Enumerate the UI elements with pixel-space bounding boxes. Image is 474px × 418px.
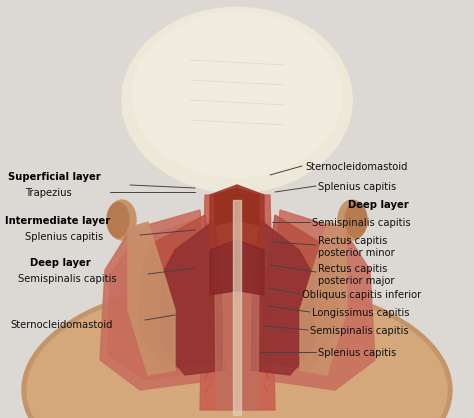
Polygon shape xyxy=(215,188,237,225)
Text: Intermediate layer: Intermediate layer xyxy=(5,216,110,226)
Polygon shape xyxy=(265,210,375,390)
Text: Sternocleidomastoid: Sternocleidomastoid xyxy=(305,162,408,172)
Text: Splenius capitis: Splenius capitis xyxy=(318,348,396,358)
Text: Rectus capitis
posterior major: Rectus capitis posterior major xyxy=(318,264,394,285)
Ellipse shape xyxy=(122,8,352,193)
Polygon shape xyxy=(234,240,264,295)
Text: Splenius capitis: Splenius capitis xyxy=(25,232,103,242)
Polygon shape xyxy=(215,250,225,410)
Ellipse shape xyxy=(27,285,447,418)
Ellipse shape xyxy=(338,200,366,240)
Text: Rectus capitis
posterior minor: Rectus capitis posterior minor xyxy=(318,236,395,257)
Polygon shape xyxy=(160,220,225,375)
Polygon shape xyxy=(260,215,337,370)
Polygon shape xyxy=(237,185,264,250)
Polygon shape xyxy=(210,185,237,250)
Ellipse shape xyxy=(107,202,129,237)
Polygon shape xyxy=(249,250,259,410)
Text: Sternocleidomastoid: Sternocleidomastoid xyxy=(10,320,112,330)
Polygon shape xyxy=(128,222,175,375)
Text: Deep layer: Deep layer xyxy=(348,200,409,210)
Polygon shape xyxy=(100,210,215,390)
Text: Semispinalis capitis: Semispinalis capitis xyxy=(310,326,409,336)
Text: Trapezius: Trapezius xyxy=(25,188,72,198)
Ellipse shape xyxy=(22,280,452,418)
Ellipse shape xyxy=(345,202,367,237)
Text: Superficial layer: Superficial layer xyxy=(8,172,101,182)
Polygon shape xyxy=(233,200,241,415)
Text: Obliquus capitis inferior: Obliquus capitis inferior xyxy=(302,290,421,300)
Text: Semispinalis capitis: Semispinalis capitis xyxy=(312,218,410,228)
Ellipse shape xyxy=(108,200,136,240)
Polygon shape xyxy=(241,250,251,410)
Polygon shape xyxy=(138,215,220,370)
Polygon shape xyxy=(108,220,210,380)
Polygon shape xyxy=(223,250,233,410)
Text: Longissimus capitis: Longissimus capitis xyxy=(312,308,410,318)
Text: Splenius capitis: Splenius capitis xyxy=(318,182,396,192)
Polygon shape xyxy=(300,222,347,375)
Polygon shape xyxy=(237,188,259,225)
Polygon shape xyxy=(250,220,315,375)
Polygon shape xyxy=(210,240,240,295)
Ellipse shape xyxy=(132,13,342,178)
Polygon shape xyxy=(200,195,275,410)
Polygon shape xyxy=(185,270,290,350)
Text: Deep layer: Deep layer xyxy=(30,258,91,268)
Text: Semispinalis capitis: Semispinalis capitis xyxy=(18,274,117,284)
